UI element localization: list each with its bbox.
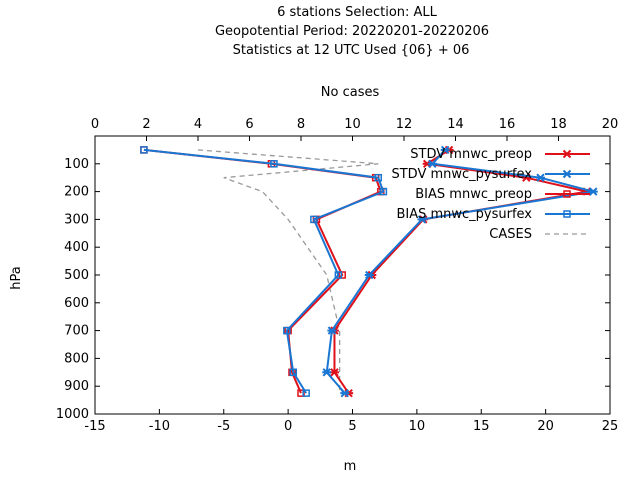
x-point-marker [417, 215, 427, 224]
plot-series [140, 145, 598, 398]
square-point-marker [297, 389, 305, 397]
series-bias-mnwc-preop [140, 146, 385, 397]
top-tick-label: 6 [245, 117, 253, 132]
top-tick-label: 12 [396, 117, 413, 132]
y-tick-label: 100 [64, 157, 89, 172]
square-point-marker [283, 326, 291, 335]
legend-label: STDV mnwc_pysurfex [391, 167, 532, 182]
y-tick-label: 500 [64, 268, 89, 283]
plot-frame [94, 135, 611, 415]
x-tick-label: -10 [149, 419, 170, 434]
y-tick-label: 900 [64, 379, 89, 394]
legend-label: BIAS mnwc_preop [415, 187, 532, 202]
series-line [143, 148, 385, 394]
title-line-3: Statistics at 12 UTC Used {06} + 06 [233, 43, 470, 58]
x-tick-label: -5 [217, 419, 230, 434]
legend-label: STDV mnwc_preop [410, 147, 532, 162]
y-tick-label: 700 [64, 324, 89, 339]
square-point-marker [302, 389, 310, 397]
x-tick-label: 25 [602, 419, 619, 434]
x-point-marker [440, 145, 450, 155]
chart-title: 6 stations Selection: ALL Geopotential P… [215, 5, 489, 58]
x-point-marker [562, 169, 572, 179]
title-line-2: Geopotential Period: 20220201-20220206 [215, 24, 489, 39]
x-tick-label: 0 [284, 419, 292, 434]
x-point-marker [588, 187, 598, 196]
series-cases [197, 149, 379, 394]
top-tick-label: 10 [344, 117, 361, 132]
x-point-marker [327, 326, 337, 335]
square-point-marker [379, 187, 388, 196]
series-bias-mnwc-pysurfex [140, 146, 388, 397]
y-tick-label: 600 [64, 296, 89, 311]
y-tick-label: 400 [64, 240, 89, 255]
square-point-marker [270, 160, 278, 168]
y-tick-label: 300 [64, 212, 89, 227]
series-line [197, 149, 379, 394]
x-tick-label: 10 [409, 419, 426, 434]
y-tick-label: 200 [64, 185, 89, 200]
x-point-marker [562, 149, 572, 159]
square-point-marker [334, 271, 343, 279]
axis-ticks: -15 -10 -5 0 5 10 15 20 25 0 2 4 6 8 10 12 14 16 18 20 100 20… [56, 117, 618, 434]
x-tick-label: 5 [348, 419, 356, 434]
x-point-marker [427, 159, 437, 169]
top-tick-label: 8 [297, 117, 305, 132]
x-tick-label: 20 [537, 419, 554, 434]
top-tick-label: 0 [91, 117, 99, 132]
square-point-marker [563, 210, 571, 218]
top-tick-label: 14 [447, 117, 464, 132]
x-point-marker [364, 270, 374, 280]
top-tick-label: 18 [550, 117, 567, 132]
square-point-marker [563, 190, 571, 198]
top-tick-label: 4 [194, 117, 202, 132]
title-line-1: 6 stations Selection: ALL [277, 5, 438, 20]
x-point-marker [340, 388, 350, 398]
y-tick-label: 800 [64, 351, 89, 366]
top-axis-label: No cases [321, 85, 380, 100]
y-tick-label: 1000 [56, 407, 89, 422]
series-stdv-mnwc-pysurfex [322, 145, 598, 398]
x-axis-label: m [344, 459, 357, 474]
square-point-marker [289, 368, 298, 377]
legend: STDV mnwc_preop STDV mnwc_pysurfex BIAS mn… [391, 147, 590, 242]
top-tick-label: 20 [602, 117, 619, 132]
top-tick-label: 16 [499, 117, 516, 132]
square-point-marker [374, 173, 382, 182]
top-tick-label: 2 [142, 117, 150, 132]
series-stdv-mnwc-preop [329, 145, 592, 398]
x-point-marker [535, 173, 545, 182]
square-point-marker [310, 215, 318, 224]
x-tick-label: 15 [473, 419, 490, 434]
y-axis-label: hPa [9, 266, 24, 289]
x-point-marker [322, 368, 332, 377]
legend-label: CASES [489, 227, 532, 242]
x-tick-label: -15 [84, 419, 105, 434]
legend-label: BIAS mnwc_pysurfex [396, 207, 532, 222]
x-point-marker [329, 368, 339, 377]
square-point-marker [140, 146, 148, 154]
